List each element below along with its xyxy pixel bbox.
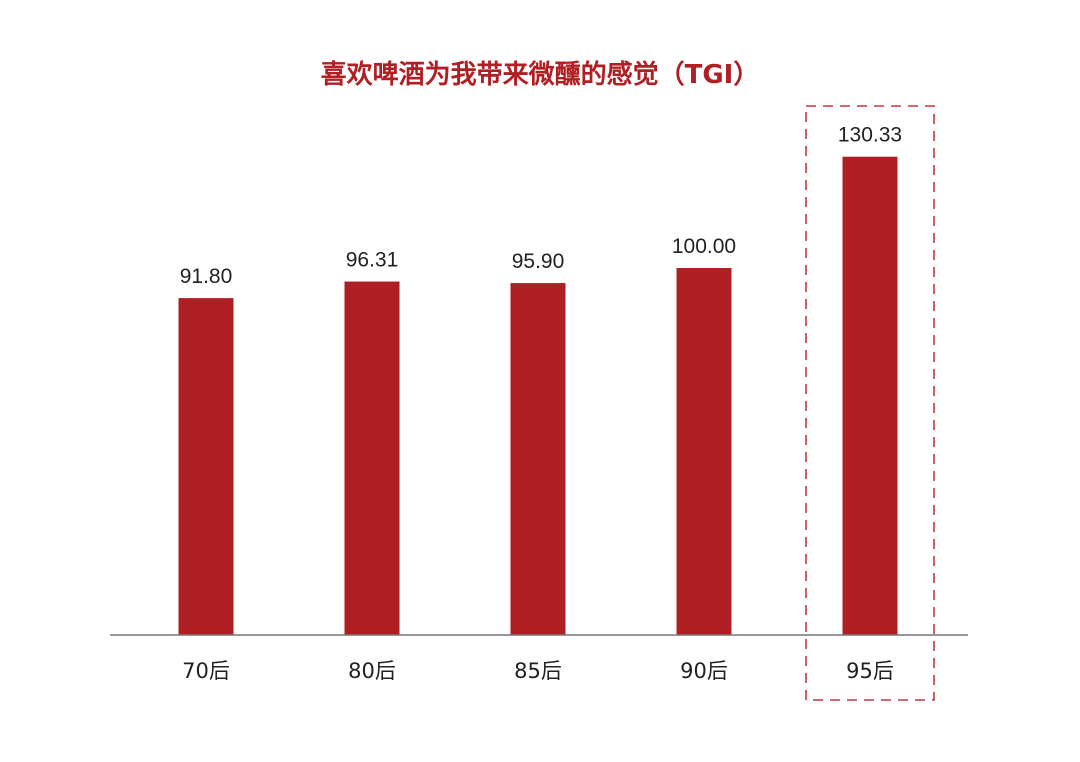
value-label-90后: 100.00 [672,235,736,258]
category-label-85后: 85后 [514,659,562,683]
bar-90后 [676,268,732,635]
category-label-90后: 90后 [680,659,728,683]
bar-80后 [344,281,400,635]
bar-95后 [842,156,898,635]
chart-title: 喜欢啤酒为我带来微醺的感觉（TGI） [321,59,760,90]
value-label-70后: 91.80 [180,265,233,288]
bars-group [178,156,898,635]
highlight-box [805,105,935,701]
bar-70后 [178,298,234,635]
category-label-80后: 80后 [348,659,396,683]
value-label-80后: 96.31 [346,249,399,272]
bar-85后 [510,283,566,635]
category-labels-group: 70后 80后 85后 90后 95后 [182,659,894,683]
value-label-85后: 95.90 [512,250,565,273]
value-labels-group: 91.80 96.31 95.90 100.00 130.33 [180,124,902,288]
value-label-95后: 130.33 [838,124,902,147]
category-label-95后: 95后 [846,659,894,683]
category-label-70后: 70后 [182,659,230,683]
